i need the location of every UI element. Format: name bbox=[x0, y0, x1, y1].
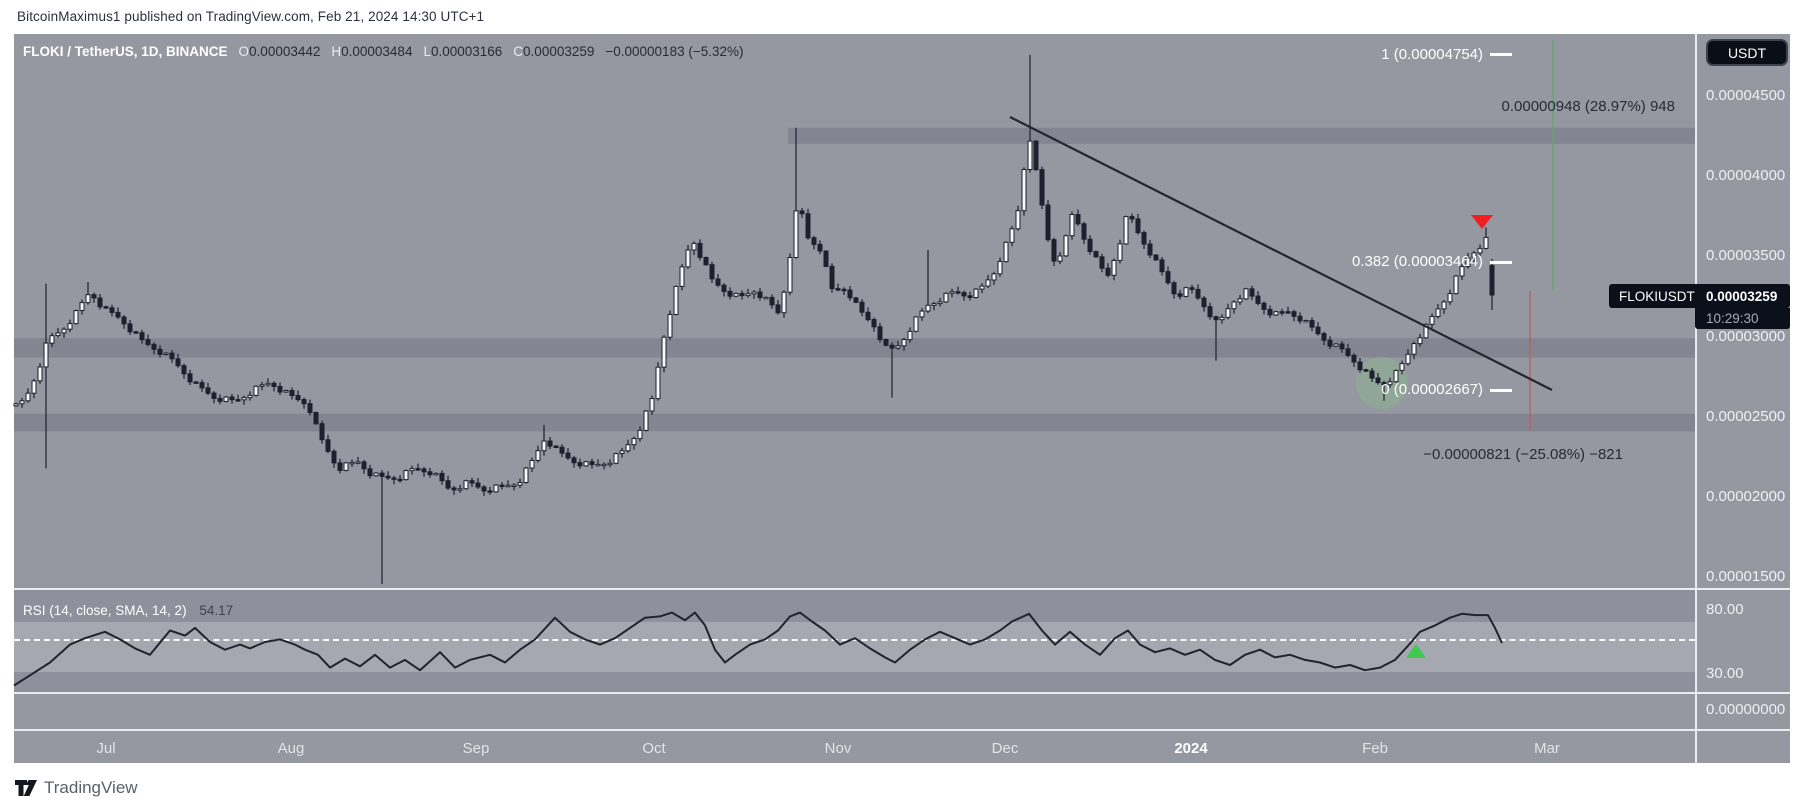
symbol-title: FLOKI / TetherUS, 1D, BINANCE bbox=[23, 44, 228, 59]
tradingview-logo-icon[interactable] bbox=[14, 776, 38, 800]
currency-toggle-button[interactable]: USDT bbox=[1706, 39, 1788, 66]
fib-level-line bbox=[1490, 53, 1512, 57]
time-axis-label: Feb bbox=[1362, 740, 1388, 757]
badge-symbol: FLOKIUSDT bbox=[1619, 288, 1695, 304]
time-axis-label: Sep bbox=[462, 740, 490, 757]
pane-divider-main-rsi[interactable] bbox=[14, 588, 1790, 590]
published-info: BitcoinMaximus1 published on TradingView… bbox=[17, 9, 485, 24]
rsi-value: 54.17 bbox=[199, 603, 234, 618]
fib-level-line bbox=[1490, 388, 1512, 392]
fib-level-line bbox=[1490, 260, 1512, 264]
fib-annotation: −0.00000821 (−25.08%) −821 bbox=[1423, 446, 1623, 463]
rsi-tick-30: 30.00 bbox=[1706, 665, 1744, 682]
badge-price: 0.00003259 bbox=[1706, 288, 1778, 304]
time-axis-label: Nov bbox=[824, 740, 852, 757]
rsi-label: RSI (14, close, SMA, 14, 2) bbox=[23, 603, 187, 618]
rsi-middle-band bbox=[14, 622, 1695, 672]
rsi-overbought-zone bbox=[14, 590, 1695, 622]
pane-divider-rsi-empty[interactable] bbox=[14, 692, 1790, 694]
time-axis-label: Oct bbox=[642, 740, 666, 757]
time-axis-label: Dec bbox=[991, 740, 1019, 757]
fib-level-label: 0.382 (0.00003464) bbox=[1352, 253, 1483, 271]
price-axis-separator bbox=[1695, 34, 1697, 763]
bar-countdown: 10:29:30 bbox=[1695, 308, 1790, 329]
pane-divider-time-axis bbox=[14, 729, 1790, 731]
high-value: H0.00003484 bbox=[331, 44, 413, 59]
change-value: −0.00000183 (−5.32%) bbox=[605, 44, 744, 59]
rsi-midline-dashed bbox=[14, 639, 1695, 641]
rsi-tick-80: 80.00 bbox=[1706, 601, 1744, 618]
price-tick: 0.00003000 bbox=[1706, 327, 1786, 345]
price-tick: 0.00002500 bbox=[1706, 407, 1786, 425]
symbol-legend[interactable]: FLOKI / TetherUS, 1D, BINANCE O0.0000344… bbox=[23, 44, 744, 59]
price-tick: 0.00002000 bbox=[1706, 488, 1786, 506]
time-axis-label: Jul bbox=[96, 740, 116, 757]
tradingview-brand-text[interactable]: TradingView bbox=[44, 778, 138, 797]
time-axis-label: Mar bbox=[1534, 740, 1560, 757]
price-tick: 0.00003500 bbox=[1706, 247, 1786, 265]
rsi-legend[interactable]: RSI (14, close, SMA, 14, 2) 54.17 bbox=[23, 603, 233, 618]
price-tick: 0.00001500 bbox=[1706, 568, 1786, 586]
rsi-oversold-zone bbox=[14, 672, 1695, 692]
fib-annotation: 0.00000948 (28.97%) 948 bbox=[1501, 98, 1675, 115]
low-value: L0.00003166 bbox=[423, 44, 503, 59]
fib-level-label: 1 (0.00004754) bbox=[1381, 45, 1483, 63]
price-tick: 0.00004500 bbox=[1706, 86, 1786, 104]
fib-level-label: 0 (0.00002667) bbox=[1381, 381, 1483, 399]
price-tick: 0.00004000 bbox=[1706, 166, 1786, 184]
time-axis-label: Aug bbox=[277, 740, 305, 757]
pane3-tick-zero: 0.00000000 bbox=[1706, 701, 1786, 718]
open-value: O0.00003442 bbox=[238, 44, 321, 59]
time-axis-label: 2024 bbox=[1174, 740, 1208, 757]
last-price-badge: FLOKIUSDT 0.00003259 bbox=[1609, 284, 1790, 308]
close-value: C0.00003259 bbox=[513, 44, 595, 59]
